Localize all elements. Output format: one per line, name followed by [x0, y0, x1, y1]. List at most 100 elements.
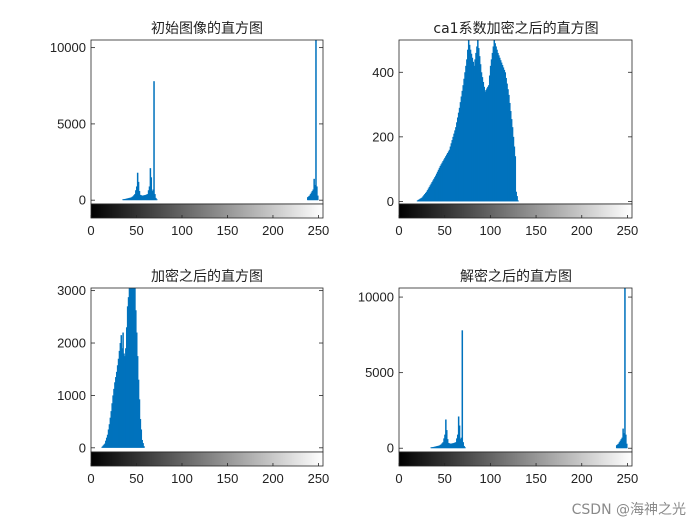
- histogram-bar: [143, 195, 145, 201]
- histogram-bar: [494, 43, 496, 202]
- histogram-bar: [460, 96, 463, 202]
- y-tick-label: 10000: [358, 290, 394, 305]
- y-tick-label: 0: [387, 441, 394, 456]
- histogram-bar: [145, 194, 147, 201]
- histogram-bar: [125, 198, 128, 201]
- histogram-bar: [430, 183, 432, 202]
- histogram-bar: [449, 443, 452, 449]
- histogram-bar: [138, 399, 141, 448]
- histogram-bar: [450, 143, 453, 202]
- histogram-bar: [113, 388, 115, 448]
- histogram-bar: [624, 288, 626, 449]
- y-tick-label: 400: [372, 65, 394, 80]
- histogram-bar: [504, 72, 507, 202]
- histogram-bar: [456, 438, 458, 449]
- histogram-bar: [130, 288, 133, 448]
- histogram-bar: [129, 197, 132, 201]
- histogram-bar: [132, 196, 134, 201]
- histogram-bar: [446, 430, 448, 449]
- histogram-bar: [147, 190, 150, 201]
- histogram-bar: [618, 442, 621, 449]
- histogram-bar: [444, 434, 446, 449]
- histogram-bar: [437, 169, 440, 202]
- histogram-bar: [480, 72, 483, 202]
- histogram-bar: [417, 199, 420, 202]
- histogram-bar: [148, 186, 151, 201]
- histogram-bar: [153, 81, 155, 201]
- x-tick-label: 0: [395, 223, 402, 238]
- histogram-bar: [427, 188, 430, 202]
- histogram-bar: [462, 442, 464, 449]
- histogram-bar: [134, 288, 136, 448]
- histogram-bar: [108, 424, 111, 448]
- histogram-bar: [126, 198, 129, 201]
- histogram-bar: [433, 178, 435, 202]
- histogram-bar: [625, 434, 627, 449]
- x-tick-label: 200: [262, 471, 284, 486]
- histogram-bar: [474, 59, 476, 202]
- histogram-bar: [137, 379, 140, 448]
- histogram-bar: [455, 127, 457, 202]
- histogram-bar: [131, 196, 133, 201]
- histogram-bar: [430, 447, 432, 449]
- histogram-bar: [120, 335, 123, 448]
- histogram-bar: [438, 445, 441, 449]
- histogram-bar: [418, 199, 421, 202]
- histogram-bar: [420, 198, 422, 202]
- histogram-bar: [136, 356, 139, 448]
- histogram-bar: [139, 194, 142, 201]
- histogram-bar: [145, 194, 148, 201]
- histogram-bar: [514, 156, 517, 202]
- x-tick-label: 150: [525, 223, 547, 238]
- histogram-bar: [442, 161, 444, 202]
- histogram-bar: [124, 198, 126, 201]
- histogram-bar: [445, 156, 447, 202]
- panel-decrypted-histogram: 解密之后的直方图 0 5000 10000 0 50 100 150 200 250: [358, 268, 638, 486]
- histogram-bar: [433, 446, 435, 449]
- y-tick-label: 0: [79, 193, 86, 208]
- panel-title: 初始图像的直方图: [151, 20, 263, 37]
- histogram-bar: [132, 288, 134, 448]
- histogram-bar: [619, 440, 622, 449]
- histogram-bar: [478, 56, 481, 202]
- histogram-bar: [451, 140, 454, 202]
- histogram-bar: [446, 154, 448, 202]
- histogram-bar: [131, 288, 133, 448]
- histogram-bar: [512, 136, 515, 202]
- histogram-bar: [468, 44, 471, 202]
- panel-title: 加密之后的直方图: [151, 268, 263, 285]
- histogram-bar: [461, 90, 464, 202]
- y-tick-label: 0: [387, 194, 394, 209]
- histogram-bar: [498, 55, 500, 202]
- histogram-bar: [620, 439, 623, 449]
- panel-title: 解密之后的直方图: [460, 268, 572, 285]
- histogram-bar: [149, 168, 152, 201]
- histogram-bar: [105, 440, 107, 448]
- histogram-bar: [426, 190, 429, 202]
- histogram-bar: [436, 171, 439, 202]
- histogram-bar: [467, 49, 469, 202]
- histogram-bar: [470, 53, 473, 202]
- histogram-bar: [513, 146, 516, 202]
- histogram-bar: [473, 65, 475, 202]
- histogram-bar: [457, 112, 460, 202]
- histogram-bar: [135, 310, 137, 448]
- histogram-bar: [109, 417, 112, 448]
- histogram-bar: [156, 199, 158, 201]
- histogram-bar: [135, 190, 137, 201]
- x-tick-label: 0: [87, 223, 94, 238]
- y-tick-label: 1000: [57, 388, 86, 403]
- histogram-bar: [507, 89, 509, 202]
- panel-title: ca1系数加密之后的直方图: [433, 20, 598, 37]
- histogram-bar: [479, 64, 482, 202]
- histogram-bar: [469, 49, 472, 202]
- histogram-bar: [110, 411, 113, 448]
- histogram-bar: [447, 151, 450, 202]
- histogram-bar: [617, 443, 620, 449]
- histogram-bar: [448, 149, 451, 202]
- histogram-bar: [477, 40, 479, 202]
- watermark: CSDN @海神之光: [571, 502, 686, 518]
- histogram-bar: [502, 67, 505, 202]
- histogram-bar: [458, 107, 461, 202]
- plot-background: [91, 40, 323, 204]
